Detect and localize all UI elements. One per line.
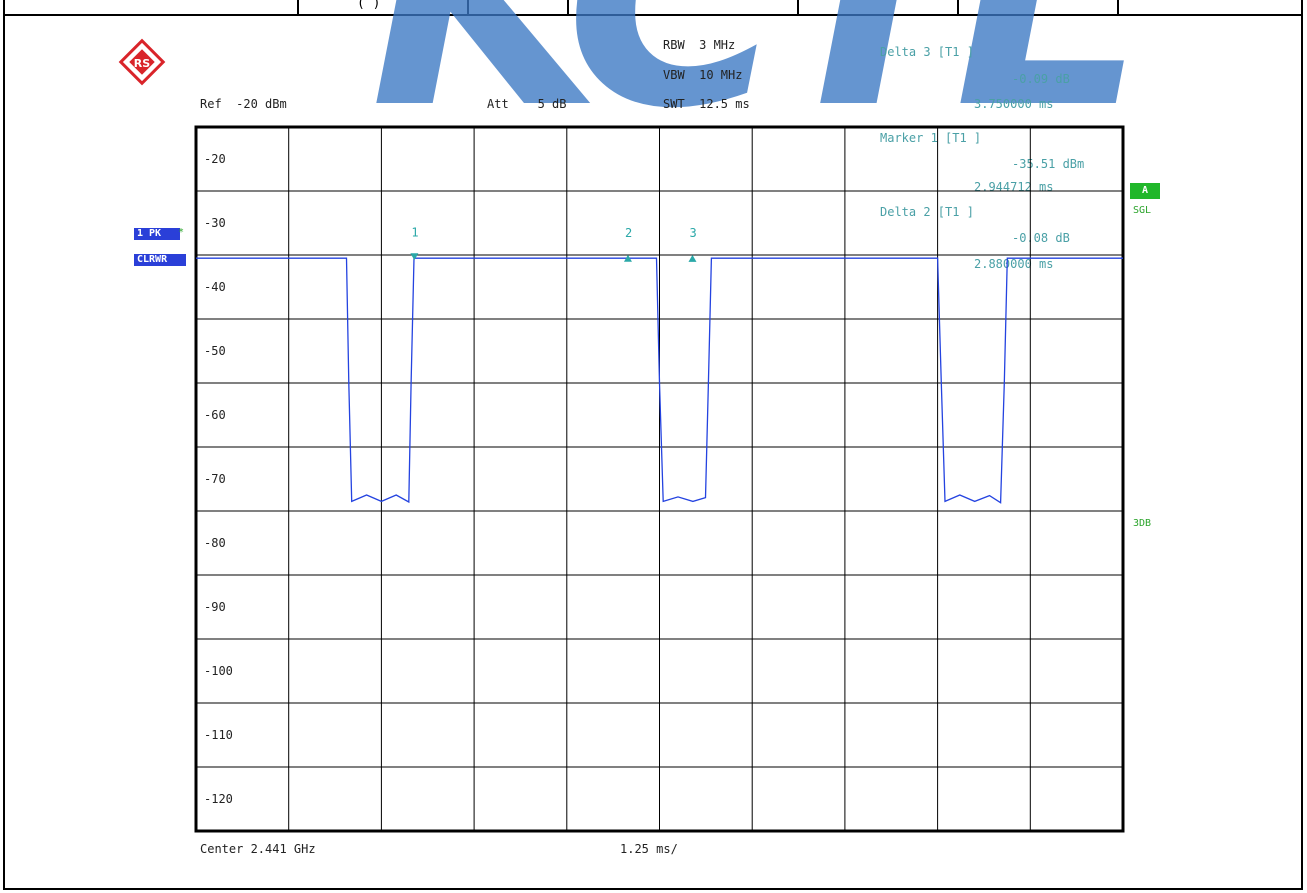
delta3-time: 3.750000 ms (974, 97, 1054, 111)
header-cell-text: ( ) (357, 0, 381, 11)
marker-3-symbol (688, 254, 697, 262)
marker1-level: -35.51 dBm (1012, 157, 1085, 171)
delta2-time: 2.880000 ms (974, 257, 1054, 271)
y-tick-label: -120 (204, 792, 233, 806)
y-tick-label: -70 (204, 472, 226, 486)
y-tick-label: -80 (204, 536, 226, 550)
column-divider (567, 0, 569, 14)
attenuation-label: Att 5 dB (487, 97, 567, 111)
delta3-level: -0.09 dB (1012, 72, 1070, 86)
page-frame: ( ) (3, 0, 1303, 890)
trace-star-marker: * (178, 227, 185, 238)
rohde-schwarz-logo: RS (118, 38, 166, 86)
svg-text:RS: RS (134, 57, 150, 70)
marker-1-label: 1 (411, 225, 418, 239)
vbw-label: VBW 10 MHz (663, 68, 743, 82)
marker-3-label: 3 (689, 226, 696, 240)
column-divider (1117, 0, 1119, 14)
delta2-title: Delta 2 [T1 ] (880, 205, 974, 219)
trace-detector-tag: 1 PK (134, 228, 180, 240)
y-tick-label: -90 (204, 600, 226, 614)
sgl-label: SGL (1133, 205, 1152, 216)
marker-1-symbol (410, 253, 419, 261)
screen-a-tag: A (1130, 183, 1160, 199)
sweep-time-label: SWT 12.5 ms (663, 97, 750, 111)
marker-2-symbol (623, 254, 632, 262)
y-tick-label: -100 (204, 664, 233, 678)
trace-line (196, 257, 1123, 504)
plot-border (194, 125, 1125, 833)
trace-mode-tag: CLRWR (134, 254, 186, 266)
y-tick-label: -60 (204, 408, 226, 422)
3db-label: 3DB (1133, 518, 1152, 529)
y-tick-label: -40 (204, 280, 226, 294)
y-tick-label: -110 (204, 728, 233, 742)
header-table-row: ( ) (5, 0, 1301, 16)
time-per-div-label: 1.25 ms/ (620, 842, 678, 856)
y-tick-label: -20 (204, 152, 226, 166)
delta3-title: Delta 3 [T1 ] (880, 45, 974, 59)
y-tick-label: -30 (204, 216, 226, 230)
y-tick-label: -50 (204, 344, 226, 358)
center-frequency-label: Center 2.441 GHz (200, 842, 316, 856)
ref-level-label: Ref -20 dBm (200, 97, 287, 111)
column-divider (797, 0, 799, 14)
column-divider (297, 0, 299, 14)
marker-2-label: 2 (625, 226, 632, 240)
rbw-label: RBW 3 MHz (663, 38, 736, 52)
marker1-title: Marker 1 [T1 ] (880, 131, 982, 145)
column-divider (467, 0, 469, 14)
column-divider (957, 0, 959, 14)
